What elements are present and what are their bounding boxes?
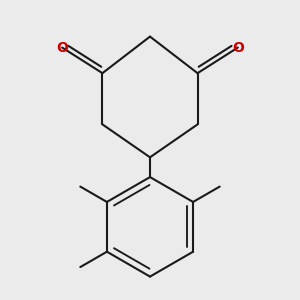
Text: O: O (232, 40, 244, 55)
Text: O: O (56, 40, 68, 55)
